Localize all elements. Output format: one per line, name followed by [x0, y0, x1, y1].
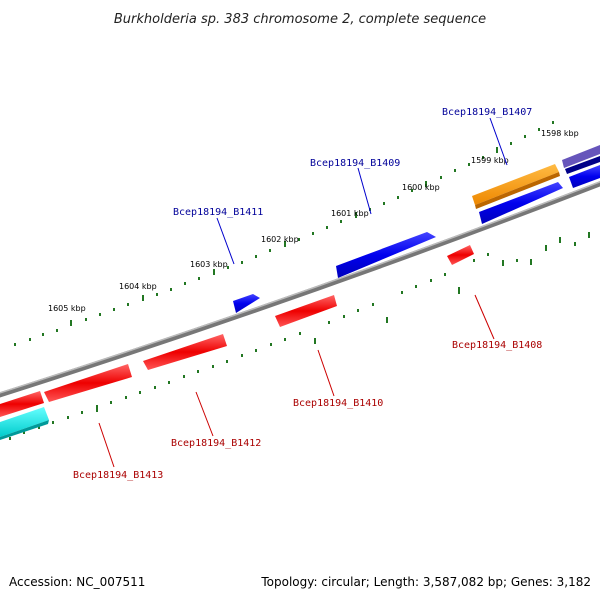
- gene-label-b1410[interactable]: Bcep18194_B1410: [293, 398, 383, 409]
- gene-label-b1407[interactable]: Bcep18194_B1407: [442, 107, 532, 118]
- kbp-label-1603: 1603 kbp: [190, 260, 228, 269]
- forward-genes: [233, 145, 600, 313]
- gene-label-b1412[interactable]: Bcep18194_B1412: [171, 438, 261, 449]
- reverse-genes: [0, 245, 474, 440]
- forward-ticks: [14, 121, 554, 346]
- map-title: Burkholderia sp. 383 chromosome 2, compl…: [114, 12, 486, 27]
- gene-bar-left-red[interactable]: [0, 391, 44, 417]
- gene-bar-navy[interactable]: [565, 156, 600, 174]
- gene-bar-indigo[interactable]: [562, 145, 600, 168]
- leader-lines: [98, 117, 508, 468]
- chromosome-backbone: [0, 181, 600, 398]
- gene-bar-b1407[interactable]: [569, 165, 600, 188]
- kbp-label-1599: 1599 kbp: [471, 156, 509, 165]
- topology-summary-text: Topology: circular; Length: 3,587,082 bp…: [260, 575, 591, 589]
- gene-bar-b1409-lower[interactable]: [479, 182, 563, 224]
- kbp-label-1604: 1604 kbp: [119, 282, 157, 291]
- gene-label-b1411[interactable]: Bcep18194_B1411: [173, 207, 263, 218]
- gene-bar-cyan[interactable]: [0, 407, 49, 437]
- kbp-label-1598: 1598 kbp: [541, 129, 579, 138]
- chromosome-backbone-highlight: [0, 181, 600, 394]
- gene-label-b1409[interactable]: Bcep18194_B1409: [310, 158, 400, 169]
- gene-bar-b1413[interactable]: [44, 364, 132, 402]
- gene-bar-b1410[interactable]: [275, 295, 337, 327]
- gene-bar-b1408[interactable]: [447, 245, 474, 265]
- kbp-label-1601: 1601 kbp: [331, 209, 369, 218]
- kbp-label-1605: 1605 kbp: [48, 304, 86, 313]
- gene-bar-b1412[interactable]: [143, 334, 227, 370]
- kbp-label-1602: 1602 kbp: [261, 235, 299, 244]
- gene-label-b1408[interactable]: Bcep18194_B1408: [452, 340, 542, 351]
- gene-bar-b1409[interactable]: [336, 232, 436, 278]
- gene-bar-orange-shadow: [475, 172, 560, 209]
- accession-text: Accession: NC_007511: [9, 575, 145, 589]
- gene-label-b1413[interactable]: Bcep18194_B1413: [73, 470, 163, 481]
- gene-bar-orange[interactable]: [472, 164, 559, 205]
- gene-bar-cyan-shadow: [0, 420, 49, 440]
- gene-bar-b1411[interactable]: [233, 294, 260, 313]
- kbp-label-1600: 1600 kbp: [402, 183, 440, 192]
